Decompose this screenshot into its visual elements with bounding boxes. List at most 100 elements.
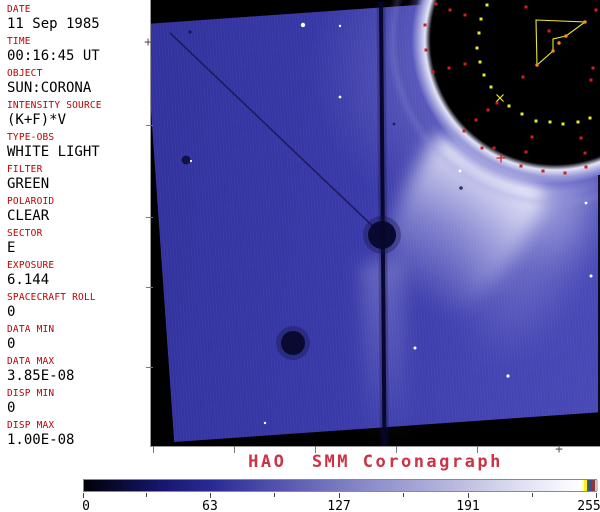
star-point bbox=[458, 169, 462, 173]
star-point bbox=[338, 24, 342, 28]
yellow-fiducial-dot bbox=[548, 120, 552, 124]
metadata-label: DISP MAX bbox=[7, 420, 55, 431]
red-fiducial-dot bbox=[448, 8, 452, 12]
metadata-field-object: OBJECT SUN:CORONA bbox=[0, 67, 150, 99]
lut-reserved-stripe bbox=[587, 480, 589, 491]
star-point bbox=[338, 95, 342, 99]
colorbar bbox=[83, 479, 598, 492]
polygon-vertex-dot bbox=[583, 20, 587, 24]
yellow-fiducial-dot bbox=[520, 112, 524, 116]
cross-marker bbox=[496, 94, 504, 102]
red-fiducial-dot bbox=[524, 5, 528, 9]
annotation-overlay bbox=[169, 1, 598, 446]
red-fiducial-dot bbox=[541, 169, 545, 173]
polygon-vertex-dot bbox=[551, 49, 555, 53]
metadata-value: 00:16:45 UT bbox=[7, 48, 100, 64]
yellow-fiducial-dot bbox=[477, 31, 481, 35]
edge-tick bbox=[146, 367, 153, 368]
lut-reserved-stripe bbox=[584, 480, 587, 491]
metadata-label: INTENSITY SOURCE bbox=[7, 100, 102, 111]
red-fiducial-dot bbox=[480, 146, 484, 150]
metadata-field-disp-min: DISP MIN 0 bbox=[0, 387, 150, 419]
red-fiducial-dot bbox=[486, 108, 490, 112]
colorbar-major-tick bbox=[596, 493, 597, 498]
metadata-label: OBJECT bbox=[7, 68, 43, 79]
red-fiducial-dot bbox=[591, 66, 595, 70]
edge-tick bbox=[146, 287, 153, 288]
star-point bbox=[300, 22, 306, 28]
colorbar-major-tick bbox=[209, 493, 211, 498]
colorbar-tick-label: 191 bbox=[456, 499, 480, 512]
yellow-fiducial-dot bbox=[561, 122, 565, 126]
polygon-vertex-dot bbox=[557, 41, 561, 45]
metadata-field-sector: SECTOR E bbox=[0, 227, 150, 259]
polygon-vertex-dot bbox=[535, 63, 539, 67]
metadata-field-spacecraft-roll: SPACECRAFT ROLL 0 bbox=[0, 291, 150, 323]
metadata-label: DATA MAX bbox=[7, 356, 55, 367]
metadata-field-data-min: DATA MIN 0 bbox=[0, 323, 150, 355]
metadata-label: TIME bbox=[7, 36, 31, 47]
red-fiducial-dot bbox=[447, 66, 451, 70]
red-fiducial-dot bbox=[583, 151, 587, 155]
red-fiducial-dot bbox=[579, 136, 583, 140]
lut-reserved-stripe bbox=[582, 480, 584, 491]
metadata-field-date: DATE 11 Sep 1985 bbox=[0, 3, 150, 35]
yellow-fiducial-dot bbox=[485, 3, 489, 7]
dark-blob bbox=[368, 221, 396, 249]
colorbar-tick-label: 127 bbox=[327, 499, 351, 512]
red-fiducial-dot bbox=[492, 146, 496, 150]
yellow-fiducial-dot bbox=[576, 120, 580, 124]
star-point bbox=[413, 346, 417, 350]
red-fiducial-dot bbox=[521, 75, 525, 79]
metadata-field-data-max: DATA MAX 3.85E-08 bbox=[0, 355, 150, 387]
red-fiducial-dot bbox=[547, 29, 551, 33]
polygon-vertex-dot bbox=[564, 34, 568, 38]
metadata-field-disp-max: DISP MAX 1.00E-08 bbox=[0, 419, 150, 451]
red-fiducial-dot bbox=[589, 78, 593, 82]
metadata-field-type-obs: TYPE-OBS WHITE LIGHT bbox=[0, 131, 150, 163]
yellow-fiducial-dot bbox=[482, 73, 486, 77]
metadata-value: 11 Sep 1985 bbox=[7, 16, 100, 32]
metadata-value: CLEAR bbox=[7, 208, 50, 224]
red-fiducial-dot bbox=[463, 13, 467, 17]
lut-reserved-stripe bbox=[592, 480, 595, 491]
red-fiducial-dot bbox=[424, 48, 428, 52]
red-fiducial-dot bbox=[434, 2, 438, 6]
colorbar-tick-label: 0 bbox=[82, 499, 90, 512]
red-fiducial-dot bbox=[530, 135, 534, 139]
metadata-sidebar: DATE 11 Sep 1985 TIME 00:16:45 UT OBJECT SUN:… bbox=[0, 0, 150, 453]
colorbar-major-tick bbox=[83, 493, 84, 498]
metadata-label: TYPE-OBS bbox=[7, 132, 55, 143]
edge-plus-mark: + bbox=[555, 442, 563, 458]
wire-shadow-line bbox=[169, 32, 383, 236]
edge-plus-mark: + bbox=[144, 35, 152, 51]
edge-tick bbox=[153, 446, 154, 453]
dark-speck bbox=[459, 186, 463, 190]
edge-tick bbox=[146, 125, 153, 126]
dark-speck bbox=[392, 122, 396, 126]
metadata-label: SPACECRAFT ROLL bbox=[7, 292, 96, 303]
metadata-field-filter: FILTER GREEN bbox=[0, 163, 150, 195]
red-fiducial-dot bbox=[431, 70, 435, 74]
colorbar-major-tick bbox=[467, 493, 469, 498]
metadata-label: DATA MIN bbox=[7, 324, 55, 335]
red-fiducial-dot bbox=[463, 62, 467, 66]
colorbar-minor-tick bbox=[532, 493, 534, 497]
edge-tick bbox=[234, 446, 235, 453]
colorbar-minor-tick bbox=[274, 493, 276, 497]
metadata-value: E bbox=[7, 240, 16, 256]
metadata-label: EXPOSURE bbox=[7, 260, 55, 271]
yellow-fiducial-dot bbox=[588, 116, 592, 120]
edge-tick bbox=[315, 446, 316, 453]
red-fiducial-dot bbox=[594, 8, 598, 12]
yellow-fiducial-dot bbox=[475, 46, 479, 50]
red-fiducial-dot bbox=[474, 118, 478, 122]
lut-reserved-stripe bbox=[589, 480, 592, 491]
red-fiducial-dot bbox=[524, 150, 528, 154]
red-fiducial-dot bbox=[563, 171, 567, 175]
metadata-value: 1.00E-08 bbox=[7, 432, 75, 448]
yellow-fiducial-dot bbox=[489, 85, 493, 89]
red-fiducial-dot bbox=[423, 23, 427, 27]
yellow-fiducial-dot bbox=[479, 17, 483, 21]
dark-blob bbox=[281, 331, 305, 355]
